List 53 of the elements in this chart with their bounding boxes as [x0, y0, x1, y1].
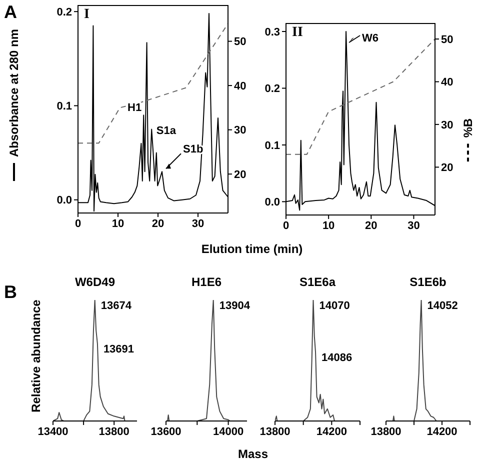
x-tick-label: 14200	[426, 426, 458, 438]
chart-title: S1E6b	[408, 275, 448, 289]
x-tick-label: 14000	[213, 426, 244, 438]
y-axis-title: Absorbance at 280 nm	[7, 28, 21, 158]
y2-tick-label: 50	[234, 36, 246, 48]
y-tick-label: 0.1	[56, 100, 72, 113]
annotation: S1a	[156, 124, 177, 137]
text: B	[4, 282, 17, 303]
y-tick-label: 0.1	[264, 140, 280, 152]
x-tick-label: 10	[322, 220, 335, 232]
x-tick-label: 0	[74, 218, 82, 230]
chart-title: H1E6	[190, 275, 223, 289]
chart-title: W6D49	[74, 275, 116, 289]
annotation: 14086	[322, 352, 352, 364]
annotation: 14070	[319, 300, 350, 312]
y2-tick-label: 50	[441, 34, 454, 46]
x-tick-label: 20	[365, 220, 378, 232]
x-tick-label: 30	[408, 220, 420, 232]
y2-axis-title: %B	[461, 118, 475, 138]
x-tick-label: 13400	[38, 426, 68, 438]
y2-tick-label: 20	[234, 168, 246, 181]
y2-tick-label: 40	[441, 76, 454, 89]
x-tick-label: 30	[192, 218, 204, 230]
y-tick-label: 0.2	[264, 83, 280, 96]
x-axis-title: Elution time (min)	[201, 242, 303, 256]
y-tick-label: 0.3	[264, 26, 280, 38]
x-tick-label: 10	[112, 218, 124, 230]
y2-tick-label: 30	[441, 119, 454, 132]
annotation: W6	[362, 32, 379, 45]
chart-title: S1E6a	[298, 275, 337, 289]
y2-tick-label: 20	[441, 162, 454, 174]
x-tick-label: 14200	[316, 426, 347, 438]
annotation: 13691	[103, 344, 134, 356]
y-tick-label: 0.0	[264, 196, 280, 209]
x-tick-label: 13800	[260, 426, 290, 438]
annotation: H1	[128, 102, 142, 114]
annotation: 13674	[100, 300, 132, 312]
annotation: I	[84, 7, 90, 23]
x-tick-label: 20	[152, 218, 164, 230]
y-tick-label: 0.0	[56, 194, 72, 207]
x-tick-label: 13800	[98, 426, 130, 438]
y2-tick-label: 30	[234, 124, 246, 137]
annotation: 13904	[219, 300, 251, 312]
x-tick-label: 13800	[370, 426, 402, 438]
y-tick-label: 0.2	[56, 6, 72, 18]
x-axis-title: Mass	[238, 447, 268, 461]
annotation: II	[292, 25, 303, 41]
x-tick-label: 13600	[150, 426, 182, 438]
y-axis-title: Relative abundance	[29, 300, 43, 412]
annotation: 14052	[427, 300, 458, 312]
x-tick-label: 0	[282, 220, 290, 232]
text: A	[4, 2, 17, 23]
y2-tick-label: 40	[234, 80, 246, 92]
